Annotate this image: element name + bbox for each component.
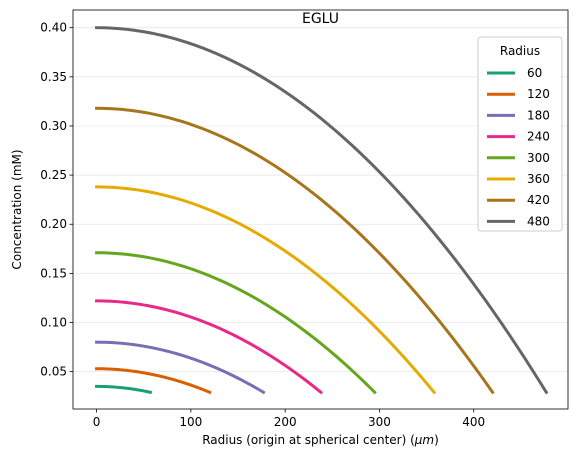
x-axis-label: Radius (origin at spherical center) (μm) <box>202 433 439 447</box>
x-tick-label: 300 <box>368 415 391 429</box>
x-axis-label-close: ) <box>434 433 439 447</box>
legend-label-240: 240 <box>527 130 550 144</box>
x-tick-label: 400 <box>462 415 485 429</box>
y-axis-label: Concentration (mM) <box>10 149 24 269</box>
x-tick-label: 200 <box>274 415 297 429</box>
legend-label-420: 420 <box>527 193 550 207</box>
y-tick-label: 0.30 <box>40 119 67 133</box>
y-tick-label: 0.10 <box>40 316 67 330</box>
y-tick-label: 0.15 <box>40 266 67 280</box>
x-axis-label-unit: μm <box>414 433 434 447</box>
x-tick-label: 100 <box>179 415 202 429</box>
y-tick-label: 0.05 <box>40 365 67 379</box>
x-axis-label-text: Radius (origin at spherical center) ( <box>202 433 415 447</box>
legend-label-360: 360 <box>527 172 550 186</box>
legend-label-180: 180 <box>527 108 550 122</box>
legend-title: Radius <box>500 44 540 58</box>
y-tick-label: 0.25 <box>40 168 67 182</box>
chart-title: EGLU <box>302 11 339 27</box>
x-tick-label: 0 <box>93 415 101 429</box>
y-tick-label: 0.20 <box>40 217 67 231</box>
legend-label-120: 120 <box>527 87 550 101</box>
y-tick-label: 0.35 <box>40 70 67 84</box>
y-tick-label: 0.40 <box>40 21 67 35</box>
legend: Radius 60 120 180 240 300 360 420 480 <box>478 37 562 231</box>
legend-label-480: 480 <box>527 214 550 228</box>
legend-label-60: 60 <box>527 66 542 80</box>
legend-label-300: 300 <box>527 151 550 165</box>
